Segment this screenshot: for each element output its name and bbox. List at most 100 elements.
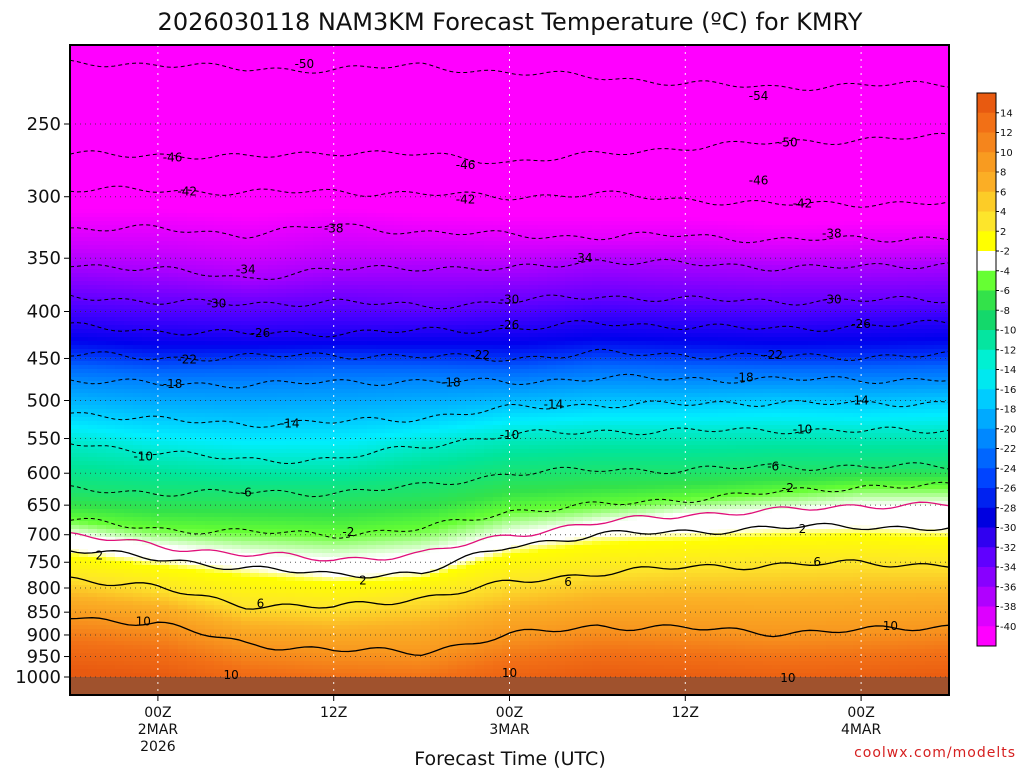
- temp-cell: [88, 569, 98, 574]
- temp-cell: [322, 297, 332, 302]
- temp-cell: [115, 281, 125, 286]
- temp-cell: [106, 265, 116, 270]
- temp-cell: [151, 445, 161, 450]
- temp-cell: [295, 49, 305, 54]
- temp-cell: [223, 289, 233, 294]
- temp-cell: [259, 65, 269, 70]
- temp-cell: [79, 109, 89, 114]
- temp-cell: [268, 337, 278, 342]
- temp-cell: [187, 85, 197, 90]
- temp-cell: [178, 217, 188, 222]
- temp-cell: [97, 669, 107, 674]
- temp-cell: [250, 625, 260, 630]
- temp-cell: [106, 465, 116, 470]
- temp-cell: [223, 613, 233, 618]
- temp-cell: [151, 597, 161, 602]
- temp-cell: [304, 553, 314, 558]
- temp-cell: [79, 345, 89, 350]
- temp-cell: [304, 277, 314, 282]
- temp-cell: [250, 253, 260, 258]
- temp-cell: [160, 93, 170, 98]
- temp-cell: [223, 253, 233, 258]
- temp-cell: [322, 45, 332, 50]
- temp-cell: [214, 169, 224, 174]
- temp-cell: [286, 89, 296, 94]
- temp-cell: [277, 421, 287, 426]
- temp-cell: [295, 269, 305, 274]
- temp-cell: [70, 441, 80, 446]
- temp-cell: [88, 453, 98, 458]
- temp-cell: [97, 221, 107, 226]
- temp-cell: [124, 437, 134, 442]
- temp-cell: [142, 265, 152, 270]
- temp-cell: [259, 221, 269, 226]
- temp-cell: [79, 605, 89, 610]
- temp-cell: [259, 57, 269, 62]
- temp-cell: [106, 437, 116, 442]
- temp-cell: [241, 221, 251, 226]
- temp-cell: [331, 137, 341, 142]
- temp-cell: [115, 285, 125, 290]
- temp-cell: [250, 393, 260, 398]
- temp-cell: [88, 457, 98, 462]
- temp-cell: [115, 449, 125, 454]
- temp-cell: [313, 125, 323, 130]
- temp-cell: [286, 225, 296, 230]
- temp-cell: [79, 673, 89, 678]
- temp-cell: [331, 585, 341, 590]
- temp-cell: [295, 609, 305, 614]
- temp-cell: [70, 357, 80, 362]
- temp-cell: [160, 137, 170, 142]
- temp-cell: [286, 65, 296, 70]
- temp-cell: [268, 289, 278, 294]
- temp-cell: [106, 301, 116, 306]
- temp-cell: [313, 265, 323, 270]
- temp-cell: [79, 77, 89, 82]
- temp-cell: [331, 621, 341, 626]
- temp-cell: [277, 53, 287, 58]
- temp-cell: [340, 433, 350, 438]
- temp-cell: [160, 101, 170, 106]
- temp-cell: [331, 161, 341, 166]
- temp-cell: [277, 149, 287, 154]
- temp-cell: [79, 357, 89, 362]
- temp-cell: [232, 497, 242, 502]
- temp-cell: [295, 605, 305, 610]
- temp-cell: [313, 485, 323, 490]
- temp-cell: [232, 317, 242, 322]
- temp-cell: [133, 537, 143, 542]
- temp-cell: [178, 65, 188, 70]
- temp-cell: [340, 153, 350, 158]
- temp-cell: [124, 321, 134, 326]
- temp-cell: [259, 389, 269, 394]
- temp-cell: [268, 657, 278, 662]
- temp-cell: [331, 237, 341, 242]
- temp-cell: [205, 121, 215, 126]
- temp-cell: [133, 345, 143, 350]
- temp-cell: [187, 313, 197, 318]
- temp-cell: [304, 401, 314, 406]
- temp-cell: [106, 501, 116, 506]
- temp-cell: [268, 49, 278, 54]
- temp-cell: [196, 301, 206, 306]
- temp-cell: [88, 285, 98, 290]
- temp-cell: [268, 389, 278, 394]
- temp-cell: [286, 617, 296, 622]
- temp-cell: [313, 49, 323, 54]
- temp-cell: [79, 257, 89, 262]
- temp-cell: [250, 49, 260, 54]
- temp-cell: [133, 417, 143, 422]
- temp-cell: [214, 105, 224, 110]
- temp-cell: [115, 625, 125, 630]
- temp-cell: [313, 481, 323, 486]
- temp-cell: [304, 137, 314, 142]
- temp-cell: [313, 357, 323, 362]
- temp-cell: [205, 313, 215, 318]
- temp-cell: [169, 673, 179, 678]
- temp-cell: [115, 461, 125, 466]
- temp-cell: [232, 93, 242, 98]
- temp-cell: [250, 633, 260, 638]
- temp-cell: [97, 113, 107, 118]
- temp-cell: [187, 73, 197, 78]
- temp-cell: [232, 397, 242, 402]
